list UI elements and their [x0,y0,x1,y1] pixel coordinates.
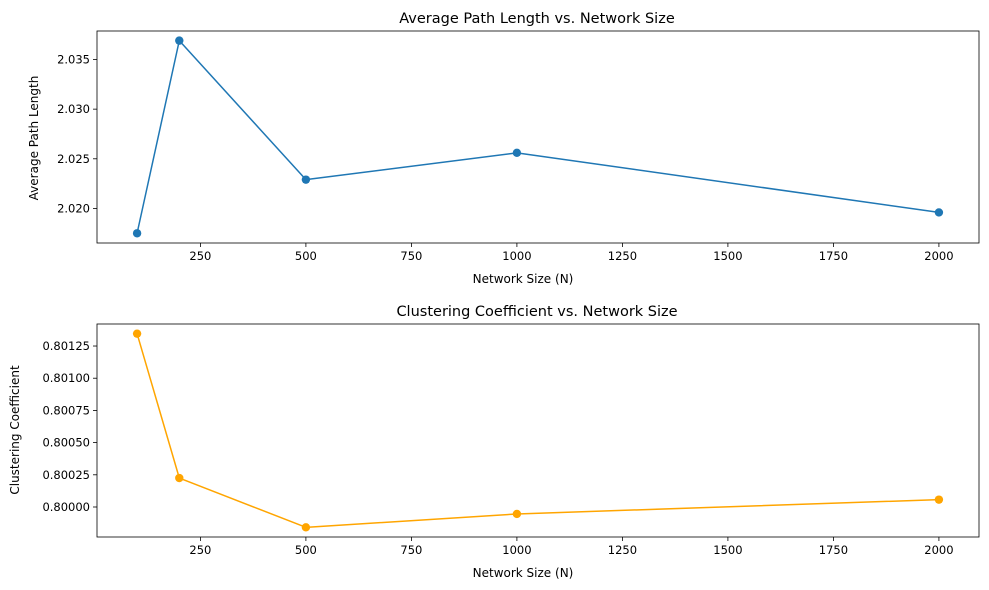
x-tick-label: 1750 [819,543,848,557]
x-tick-label: 250 [189,249,211,263]
data-point [934,208,944,217]
x-axis-label: Network Size (N) [473,566,574,580]
x-tick-label: 1250 [608,249,637,263]
chart-title: Clustering Coefficient vs. Network Size [396,304,677,320]
data-point [132,329,142,338]
y-tick-label: 0.80050 [42,436,90,450]
x-tick-label: 750 [400,249,422,263]
x-tick-label: 500 [295,249,317,263]
x-tick-label: 2000 [924,249,953,263]
series-line [136,333,939,529]
plot-area: 250 500 750 1000 1250 1500 1750 2000 0.80000 0.80… [42,323,980,557]
plot-area: 250 500 750 1000 1250 1500 1750 2000 2.020 2.025 2… [57,30,980,263]
x-tick-label: 1250 [608,543,637,557]
axes-frame [96,30,980,244]
x-tick-label: 1000 [502,249,531,263]
y-tick-label: 2.030 [57,102,90,116]
x-tick-label: 250 [189,543,211,557]
data-point [175,36,184,45]
chart-title: Average Path Length vs. Network Size [399,11,675,27]
x-axis-label: Network Size (N) [473,272,574,286]
series-line [136,39,940,234]
x-tick-label: 1500 [713,249,742,263]
x-tick-label: 500 [295,543,317,557]
y-tick-label: 2.025 [57,152,90,166]
x-tick-label: 2000 [924,543,953,557]
data-point [301,523,311,532]
y-tick-label: 2.020 [57,201,90,215]
data-point [512,148,522,158]
data-point [512,509,522,519]
chart-panel-clustering: Clustering Coefficient vs. Network Size … [8,304,980,580]
y-axis-label: Clustering Coefficient [8,365,22,495]
y-tick-label: 0.80125 [42,339,90,353]
y-tick-label: 0.80075 [42,403,90,417]
y-tick-label: 0.80100 [42,371,90,385]
x-tick-label: 1500 [713,543,742,557]
x-tick-label: 1000 [502,543,531,557]
x-tick-label: 750 [400,543,422,557]
data-point [934,495,944,504]
y-axis-label: Average Path Length [27,76,41,201]
data-point [175,473,184,483]
y-tick-label: 0.80000 [42,500,90,514]
chart-panel-path-length: Average Path Length vs. Network Size Net… [27,11,980,286]
y-tick-label: 2.035 [57,52,90,66]
data-point [132,229,142,238]
data-point [301,175,311,184]
y-tick-label: 0.80025 [42,468,90,482]
axes-frame [96,323,980,538]
x-tick-label: 1750 [819,249,848,263]
